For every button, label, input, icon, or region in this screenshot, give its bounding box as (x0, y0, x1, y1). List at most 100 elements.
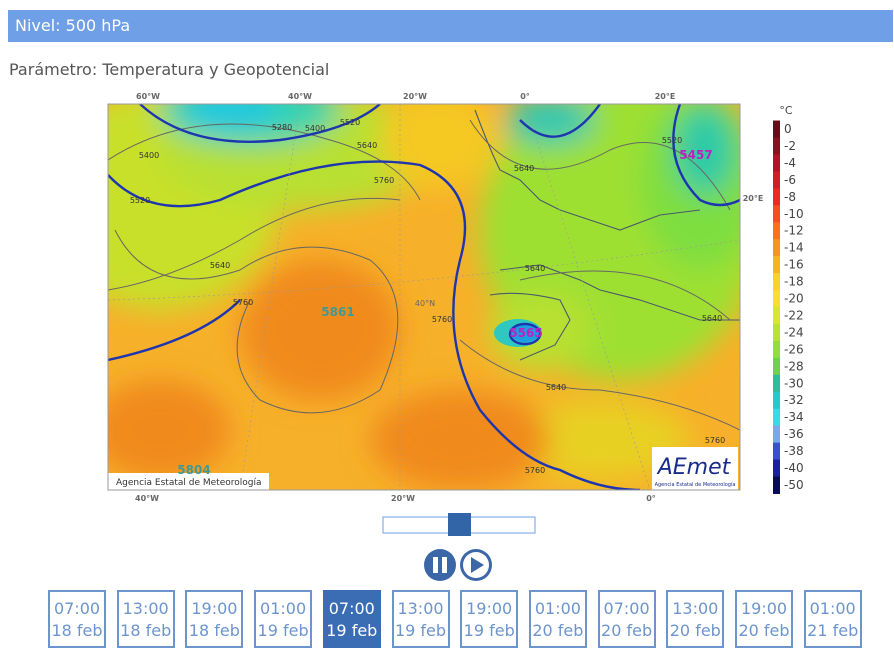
contour-label: 5520 (130, 196, 150, 205)
lon-label: 20°E (743, 194, 764, 203)
contour-label: 5400 (139, 151, 159, 160)
legend-label: 0 (784, 122, 792, 136)
lon-label: 20°W (391, 494, 415, 503)
time-button[interactable]: 19:00 18 feb (185, 590, 244, 648)
legend-swatch (773, 340, 780, 359)
contour-label: 5760 (374, 176, 394, 185)
legend-label: -4 (784, 156, 796, 170)
time-date: 18 feb (188, 621, 240, 640)
time-date: 20 feb (532, 621, 584, 640)
time-time: 07:00 (328, 599, 375, 618)
legend-swatch (773, 459, 780, 478)
logo-subtitle: Agencia Estatal de Meteorología (655, 481, 736, 488)
legend-label: -18 (784, 275, 804, 289)
level-header: Nivel: 500 hPa (8, 10, 893, 42)
legend-label: -50 (784, 478, 804, 492)
time-time: 01:00 (534, 599, 581, 618)
pressure-center: 5565 (509, 326, 542, 340)
time-date: 18 feb (51, 621, 103, 640)
copyright: Agencia Estatal de Meteorología (116, 478, 262, 488)
legend-label: -16 (784, 258, 804, 272)
time-button[interactable]: 07:00 19 feb (322, 590, 381, 648)
contour-label: 5760 (705, 436, 725, 445)
lon-label: 40°W (288, 92, 312, 101)
legend-swatch (773, 391, 780, 410)
legend-swatch (773, 290, 780, 308)
legend-swatch (773, 273, 780, 291)
legend-swatch (773, 476, 780, 494)
time-button[interactable]: 01:00 21 feb (803, 590, 862, 648)
pressure-center: 5457 (679, 148, 712, 162)
lon-label: 0° (646, 494, 656, 503)
legend-swatch (773, 222, 780, 240)
lon-label: 20°E (655, 92, 676, 101)
contour-label: 5640 (525, 264, 545, 273)
time-time: 01:00 (809, 599, 856, 618)
legend-swatch (773, 205, 780, 223)
contour-label: 5520 (340, 118, 360, 127)
pressure-center: 5804 (177, 463, 210, 477)
legend-label: -8 (784, 190, 796, 204)
contour-label: 5760 (525, 466, 545, 475)
time-date: 19 feb (257, 621, 309, 640)
time-button[interactable]: 13:00 19 feb (391, 590, 450, 648)
legend-label: -22 (784, 308, 804, 322)
legend-label: -14 (784, 241, 804, 255)
time-date: 19 feb (394, 621, 447, 640)
legend-label: -36 (784, 427, 804, 441)
time-button[interactable]: 07:00 20 feb (597, 590, 656, 648)
lat-label: 40°N (415, 299, 435, 308)
contour-label: 5640 (514, 164, 534, 173)
legend-swatch (773, 374, 780, 393)
contour-label: 5640 (546, 383, 566, 392)
time-time: 07:00 (603, 599, 650, 618)
time-time: 13:00 (672, 599, 719, 618)
legend-swatch (773, 171, 780, 189)
contour-label: 5640 (702, 314, 722, 323)
time-time: 13:00 (122, 599, 169, 618)
time-button[interactable]: 13:00 18 feb (116, 590, 175, 648)
pause-button[interactable] (424, 549, 456, 581)
map (108, 104, 740, 490)
lon-label: 60°W (136, 92, 160, 101)
time-button[interactable]: 01:00 19 feb (254, 590, 313, 648)
time-button[interactable]: 19:00 19 feb (460, 590, 519, 648)
legend-label: -38 (784, 444, 804, 458)
legend-unit: °C (779, 104, 793, 117)
time-button[interactable]: 19:00 20 feb (735, 590, 793, 648)
time-time: 19:00 (466, 599, 513, 618)
slider-thumb[interactable] (448, 513, 471, 536)
legend-label: -32 (784, 393, 804, 407)
legend-label: -2 (784, 139, 796, 153)
time-time: 19:00 (191, 599, 238, 618)
parameter-label: Parámetro: Temperatura y Geopotencial (9, 60, 330, 79)
time-button[interactable]: 13:00 20 feb (666, 590, 725, 648)
legend-label: -24 (784, 325, 804, 339)
contour-label: 5760 (233, 298, 253, 307)
legend-swatch (773, 425, 780, 444)
legend-label: -34 (784, 410, 804, 424)
time-time: 01:00 (260, 599, 307, 618)
contour-label: 5520 (662, 136, 682, 145)
legend-swatch (773, 120, 780, 138)
legend-label: -30 (784, 376, 804, 390)
time-date: 21 feb (807, 621, 859, 640)
legend-swatch (773, 357, 780, 376)
contour-label: 5640 (357, 141, 377, 150)
legend-label: -28 (784, 359, 804, 373)
legend-swatch (773, 408, 780, 427)
legend-swatch (773, 154, 780, 172)
time-button[interactable]: 07:00 18 feb (48, 590, 106, 648)
contour-label: 5760 (432, 315, 452, 324)
legend-swatch (773, 188, 780, 206)
legend-swatch (773, 307, 780, 325)
time-button[interactable]: 01:00 20 feb (528, 590, 587, 648)
play-button[interactable] (460, 549, 492, 581)
legend-swatch (773, 442, 780, 461)
legend-swatch (773, 323, 780, 342)
lon-label: 20°W (403, 92, 427, 101)
lon-label: 40°W (135, 494, 159, 503)
contour-label: 5640 (210, 261, 230, 270)
